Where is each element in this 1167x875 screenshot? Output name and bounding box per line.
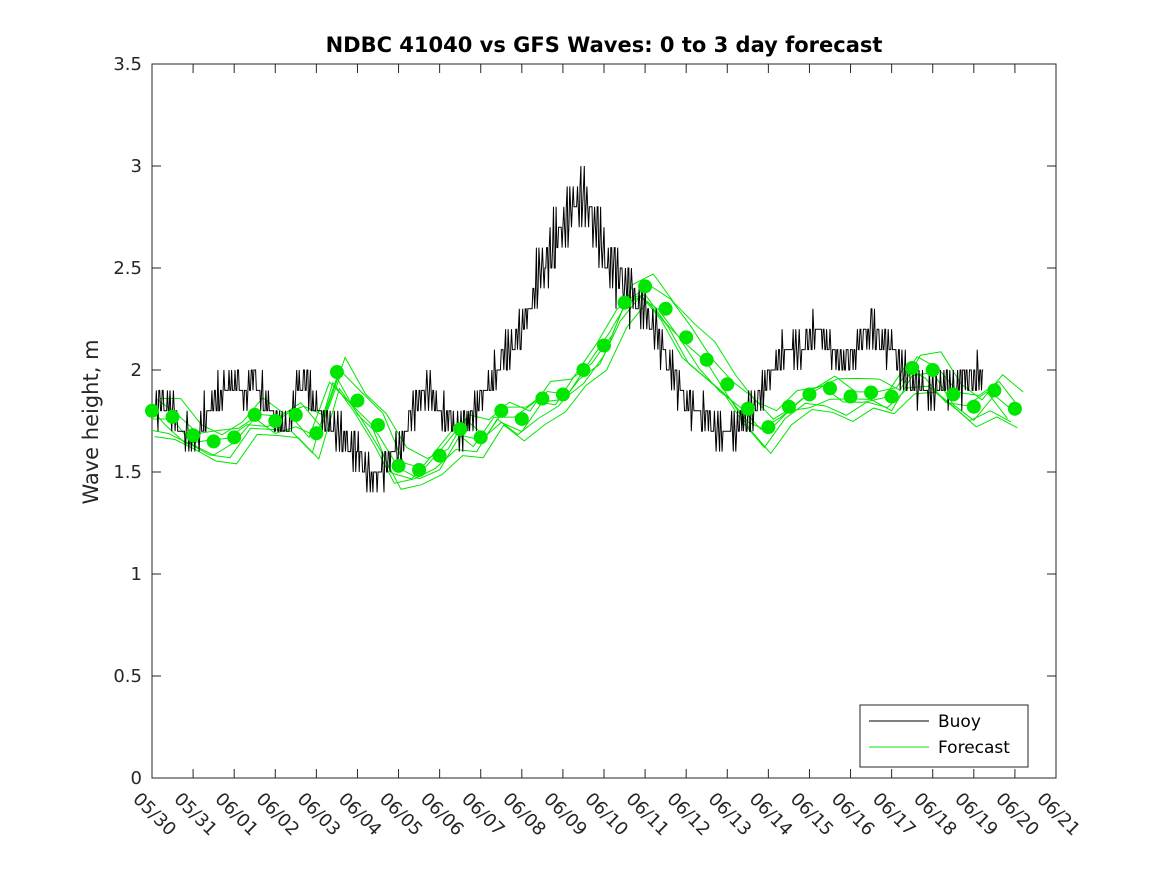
y-tick-label: 0 (131, 768, 142, 789)
forecast-run-line (160, 273, 1024, 460)
forecast-point (781, 399, 796, 414)
forecast-point (925, 363, 940, 377)
forecast-point (371, 418, 385, 433)
forecast-point (186, 428, 201, 443)
forecast-point (350, 393, 365, 408)
legend-box (859, 704, 1029, 768)
legend-forecast-label: Forecast (938, 738, 1010, 758)
y-tick-label: 2.5 (113, 258, 142, 279)
forecast-point (535, 391, 550, 406)
forecast-point (165, 409, 180, 424)
forecast-point (576, 363, 591, 377)
forecast-point (555, 387, 570, 402)
y-tick-label: 2 (131, 360, 142, 381)
forecast-point (740, 401, 755, 416)
forecast-point (884, 389, 899, 404)
forecast-point (391, 458, 406, 473)
forecast-point (412, 462, 427, 477)
forecast-point (987, 383, 1002, 398)
forecast-point (761, 420, 776, 435)
forecast-point (247, 407, 262, 422)
forecast-point (946, 387, 961, 402)
chart-title: NDBC 41040 vs GFS Waves: 0 to 3 day fore… (326, 33, 883, 57)
legend-buoy-label: Buoy (938, 712, 981, 732)
forecast-point (617, 295, 632, 310)
forecast-point (473, 430, 488, 445)
y-tick-label: 3.5 (113, 54, 142, 75)
forecast-point (966, 399, 981, 414)
y-tick-label: 1.5 (113, 462, 142, 483)
forecast-point (658, 301, 673, 316)
forecast-point (905, 360, 920, 375)
forecast-point (823, 381, 837, 396)
forecast-point (514, 411, 529, 426)
forecast-point (1007, 401, 1022, 416)
forecast-point (843, 389, 858, 404)
forecast-point (329, 365, 344, 380)
forecast-point (864, 385, 879, 400)
forecast-point (206, 434, 221, 449)
forecast-point (679, 330, 694, 345)
forecast-point (227, 430, 242, 445)
y-tick-label: 3 (131, 156, 142, 177)
y-tick-label: 0.5 (113, 666, 142, 687)
forecast-point (145, 403, 159, 418)
y-axis-label: Wave height, m (79, 339, 103, 504)
forecast-run-line (154, 300, 1018, 490)
forecast-point (288, 407, 303, 422)
forecast-run-line (151, 295, 1008, 480)
forecast-point (432, 448, 447, 463)
forecast-point (802, 387, 817, 402)
forecast-point (309, 426, 324, 441)
forecast-point (597, 338, 611, 353)
forecast-point (268, 414, 283, 428)
y-tick-label: 1 (131, 564, 142, 585)
legend: Buoy Forecast (859, 704, 1029, 768)
forecast-point (638, 279, 653, 294)
forecast-point (494, 403, 509, 418)
forecast-point (699, 352, 714, 367)
forecast-point (720, 377, 735, 392)
forecast-point (453, 422, 468, 437)
